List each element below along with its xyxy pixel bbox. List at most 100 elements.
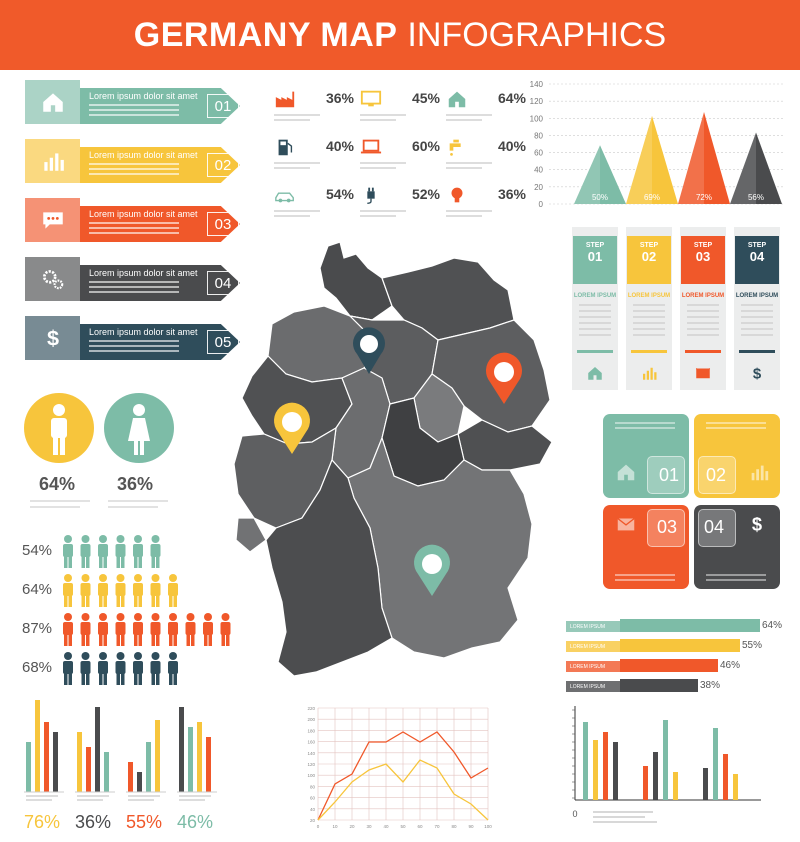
stat-icon-wrap [446, 184, 468, 211]
line-x-tick: 70 [434, 824, 440, 829]
right-chart-bar [663, 720, 668, 800]
person-icon [203, 613, 213, 646]
banner-number: 05 [207, 330, 239, 354]
banner-number: 04 [207, 271, 239, 295]
step-text-line [687, 304, 719, 306]
bottom-bar-percent: 76% [24, 812, 61, 832]
step-text-line [687, 328, 719, 330]
triangle-chart: 140 120 100 80 60 40 20 0 50% 69% 72% 56% [530, 80, 783, 209]
option-banner[interactable]: $ Lorem ipsum dolor sit amet 05 [25, 316, 240, 360]
line-y-tick: 180 [307, 728, 315, 733]
small-bar [26, 742, 31, 792]
step-text-line [687, 322, 719, 324]
line-y-tick: 40 [310, 807, 316, 812]
stat-item: 52% [360, 184, 440, 217]
step-text-line [579, 322, 611, 324]
line-y-tick: 20 [310, 818, 316, 823]
map-pin-orange[interactable] [486, 352, 522, 404]
stat-item: 40% [446, 136, 526, 169]
home-icon [617, 464, 635, 481]
line-x-tick: 100 [484, 824, 492, 829]
stat-line [274, 167, 310, 169]
map-pin-navy[interactable] [353, 323, 403, 374]
step-text-line [579, 328, 611, 330]
gears-icon [42, 270, 63, 290]
banner-number: 02 [207, 153, 239, 177]
line-x-tick: 10 [332, 824, 338, 829]
step-text-line [687, 316, 719, 318]
right-chart-bar [713, 728, 718, 800]
step-text-line [687, 334, 719, 336]
option-banner[interactable]: Lorem ipsum dolor sit amet 04 [25, 257, 240, 301]
female-circle [104, 393, 174, 463]
banner-icon-box: $ [25, 316, 80, 360]
tri-label: 72% [696, 193, 712, 202]
stat-value: 40% [497, 138, 526, 154]
home-icon [42, 93, 63, 112]
line-y-tick: 120 [307, 762, 315, 767]
small-bar [197, 722, 202, 792]
plug-icon [367, 187, 375, 204]
step-number: 02 [641, 249, 657, 264]
step-text-line [741, 316, 773, 318]
option-banner[interactable]: Lorem ipsum dolor sit amet 01 [25, 80, 240, 124]
speech-bubble-icon [42, 212, 63, 229]
number-tile[interactable]: 01 [603, 414, 689, 498]
option-banner[interactable]: Lorem ipsum dolor sit amet 03 [25, 198, 240, 242]
small-bar [206, 737, 211, 792]
line-x-tick: 30 [366, 824, 372, 829]
step-underline [631, 350, 667, 353]
female-percent: 36% [117, 474, 154, 494]
step-text-line [579, 310, 611, 312]
stat-icon-wrap [360, 184, 382, 211]
small-bar [155, 720, 160, 792]
svg-text:$: $ [753, 365, 762, 382]
tri-label: 69% [644, 193, 660, 202]
step-header: STEP 02 [627, 236, 671, 284]
banner-number: 01 [207, 94, 239, 118]
small-bar [188, 727, 193, 792]
map-pin-teal[interactable] [414, 544, 450, 596]
person-icon [63, 535, 73, 568]
divider [30, 500, 90, 502]
right-chart-zero: 0 [572, 809, 577, 819]
line-y-tick: 220 [307, 706, 315, 711]
line-y-tick: 140 [307, 751, 315, 756]
tile-text-line [706, 427, 766, 429]
small-bar [86, 747, 91, 792]
bar-chart-icon [751, 465, 769, 481]
small-bar [77, 732, 82, 792]
tile-text-line [706, 579, 766, 581]
hbar-value: 64% [762, 620, 783, 631]
person-icon [150, 652, 161, 685]
step-text-line [741, 322, 773, 324]
number-tile[interactable]: 02 [694, 414, 780, 498]
step-lorem: LOREM IPSUM [735, 293, 779, 299]
option-banner[interactable]: Lorem ipsum dolor sit amet 02 [25, 139, 240, 183]
bar-chart-icon [643, 367, 657, 380]
banner-label: Lorem ipsum dolor sit amet [89, 327, 198, 337]
person-icon [80, 574, 91, 607]
people-row-label: 68% [22, 659, 53, 676]
tri-left-face [678, 112, 704, 204]
person-icon [133, 535, 143, 568]
stat-value: 52% [411, 186, 440, 202]
stat-line [360, 167, 396, 169]
person-icon [150, 613, 161, 646]
number-tile[interactable]: 03 [603, 505, 689, 589]
person-icon [63, 652, 73, 685]
step-lorem: LOREM IPSUM [627, 293, 671, 299]
hbar-bar [620, 659, 718, 672]
line-y-tick: 60 [310, 796, 316, 801]
number-tile[interactable]: 04 $ [694, 505, 780, 589]
stat-value: 40% [325, 138, 354, 154]
tri-right-face [756, 132, 782, 204]
tile-icon-wrap [615, 513, 637, 540]
person-icon [133, 652, 143, 685]
tile-icon-wrap: $ [746, 513, 768, 540]
people-row-label: 54% [22, 542, 53, 559]
tile-number: 03 [656, 517, 677, 537]
line-y-tick: 80 [310, 784, 316, 789]
map-pin-yellow[interactable] [274, 402, 310, 454]
right-chart-bar [643, 766, 648, 800]
